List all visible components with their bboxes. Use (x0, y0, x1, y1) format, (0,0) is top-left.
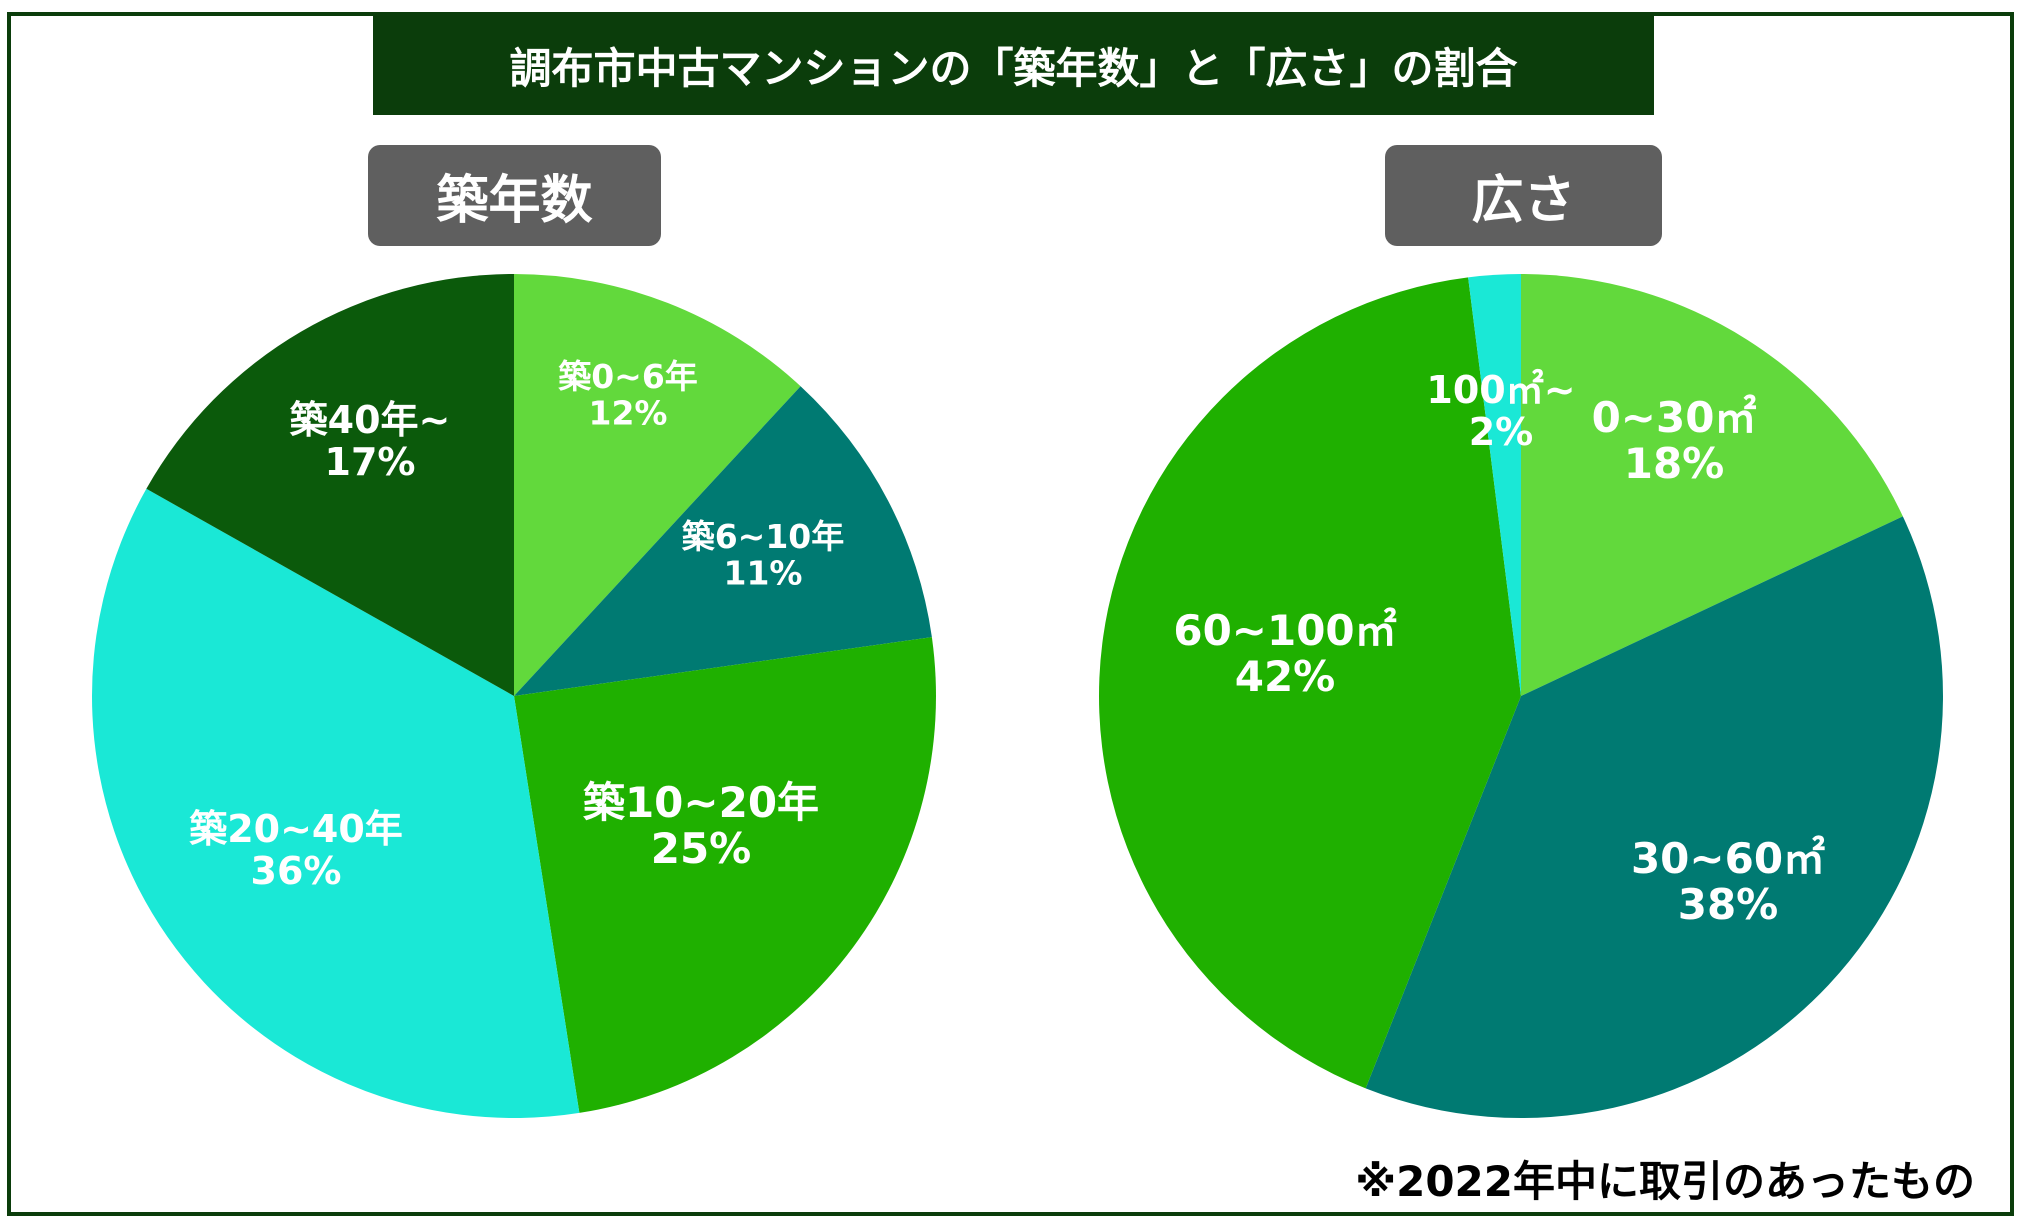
age-chart-title: 築年数 (368, 145, 661, 246)
area-slice-label-2: 30~60㎡ (1631, 834, 1825, 883)
area-slice-value-3: 42% (1235, 652, 1336, 701)
age-slice-label-1: 築0~6年 (558, 357, 698, 396)
area-slice-value-1: 18% (1624, 439, 1725, 488)
area-chart-title: 広さ (1385, 145, 1662, 246)
area-slice-label-3: 60~100㎡ (1173, 606, 1396, 655)
age-slice-value-1: 12% (589, 393, 668, 432)
age-slice-label-2: 築6~10年 (682, 517, 845, 556)
age-slice-label-4: 築20~40年 (189, 807, 403, 851)
area-slice-value-4: 2% (1469, 410, 1534, 454)
area-slice-1 (1521, 274, 1903, 696)
age-slice-4 (91, 488, 580, 1118)
age-slice-3 (514, 637, 936, 1113)
area-slice-label-4: 100㎡~ (1426, 368, 1575, 412)
age-slice-1 (514, 274, 801, 696)
age-slice-5 (146, 274, 514, 696)
area-slice-3 (1099, 277, 1521, 1089)
age-slice-value-2: 11% (724, 553, 803, 592)
age-slice-label-5: 築40年~ (290, 398, 451, 442)
area-slice-2 (1365, 516, 1944, 1119)
outer-frame (7, 12, 2014, 1216)
area-slice-4 (1468, 274, 1521, 696)
age-slice-label-3: 築10~20年 (583, 778, 819, 827)
area-slice-value-2: 38% (1678, 880, 1779, 929)
footnote: ※2022年中に取引のあったもの (1355, 1157, 1975, 1206)
chart-title: 調布市中古マンションの「築年数」と「広さ」の割合 (373, 16, 1654, 115)
age-slice-value-5: 17% (325, 440, 416, 484)
age-slice-value-4: 36% (251, 849, 342, 893)
area-slice-label-1: 0~30㎡ (1592, 393, 1757, 442)
age-slice-value-3: 25% (651, 824, 752, 873)
age-slice-2 (514, 386, 932, 696)
